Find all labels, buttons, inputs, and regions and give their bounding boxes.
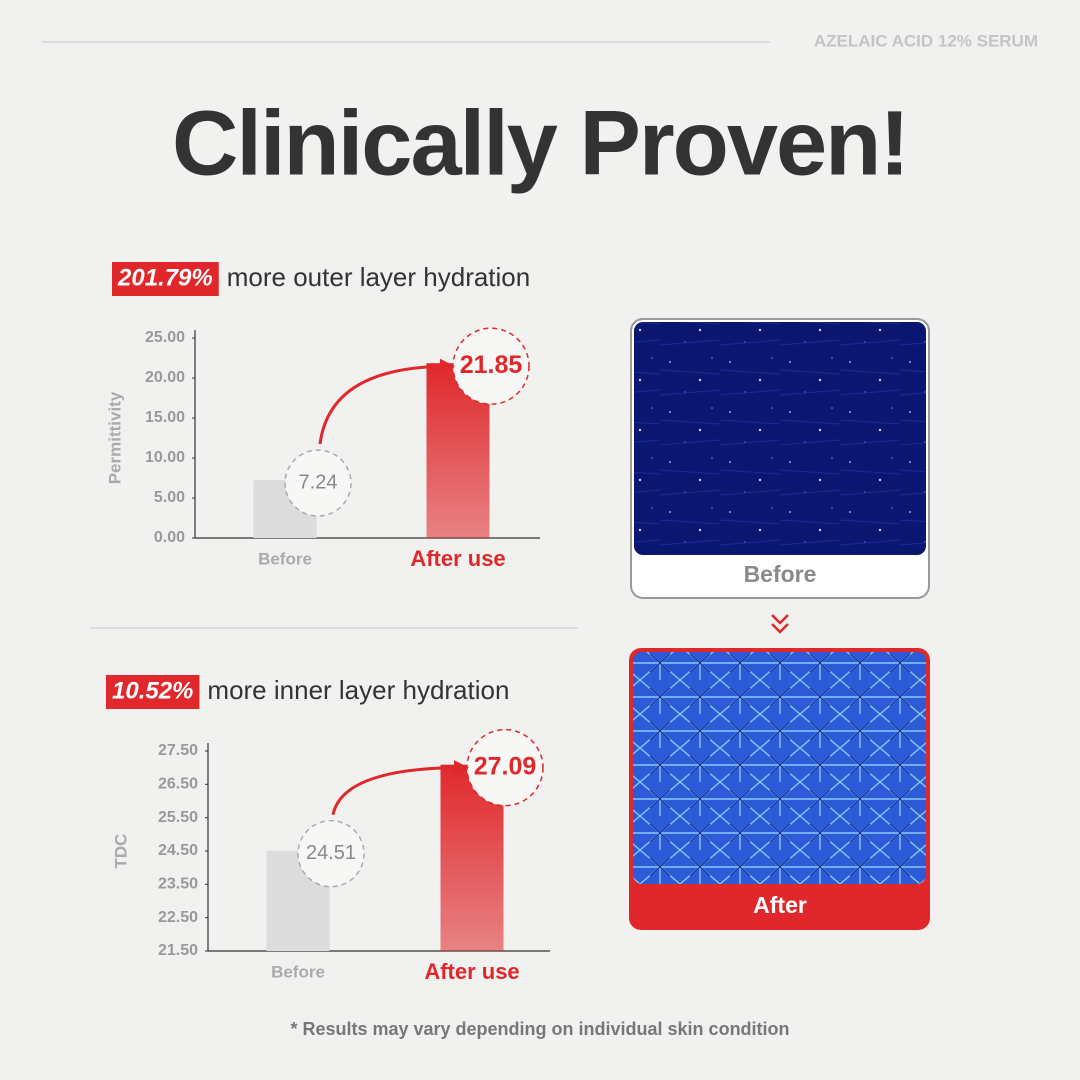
value-label: 27.09 — [474, 752, 537, 780]
highlight-box — [112, 262, 219, 296]
value-badge — [284, 449, 352, 517]
skin-image — [634, 322, 926, 555]
y-tick-label: 20.00 — [145, 369, 185, 386]
y-tick-label: 21.50 — [158, 942, 198, 959]
x-tick-label: Before — [271, 962, 325, 981]
arrow — [331, 760, 469, 816]
skin-image — [633, 652, 926, 884]
x-tick-label: After use — [424, 959, 519, 984]
image-label: Before — [744, 561, 817, 587]
y-tick-label: 23.50 — [158, 876, 198, 893]
arrow — [318, 358, 455, 445]
chevron — [771, 614, 789, 634]
subtitle: more inner layer hydration — [207, 675, 509, 705]
value-label: 7.24 — [299, 471, 338, 493]
y-tick-label: 24.50 — [158, 842, 198, 859]
y-axis-label: TDC — [111, 834, 130, 869]
y-tick-label: 15.00 — [145, 409, 185, 426]
y-tick-label: 27.50 — [158, 742, 198, 759]
y-axis-label: Permittivity — [105, 391, 124, 484]
y-tick-label: 25.00 — [145, 329, 185, 346]
x-tick-label: After use — [410, 546, 505, 571]
value-label: 21.85 — [460, 351, 523, 379]
y-tick-label: 25.50 — [158, 809, 198, 826]
x-tick-label: Before — [258, 549, 312, 568]
y-tick-label: 22.50 — [158, 909, 198, 926]
subtitle: more outer layer hydration — [227, 262, 530, 292]
y-tick-label: 5.00 — [154, 489, 185, 506]
title: Clinically Proven! — [172, 92, 908, 194]
highlight: 201.79% — [117, 264, 213, 291]
footnote: * Results may vary depending on individu… — [290, 1019, 789, 1039]
value-badge — [297, 819, 365, 888]
y-tick-label: 26.50 — [158, 776, 198, 793]
highlight: 10.52% — [112, 677, 193, 704]
value-label: 24.51 — [306, 842, 356, 864]
image-label: After — [753, 892, 807, 918]
y-tick-label: 0.00 — [154, 529, 185, 546]
y-tick-label: 10.00 — [145, 449, 185, 466]
brand: AZELAIC ACID 12% SERUM — [814, 31, 1038, 50]
highlight-box — [106, 675, 200, 709]
